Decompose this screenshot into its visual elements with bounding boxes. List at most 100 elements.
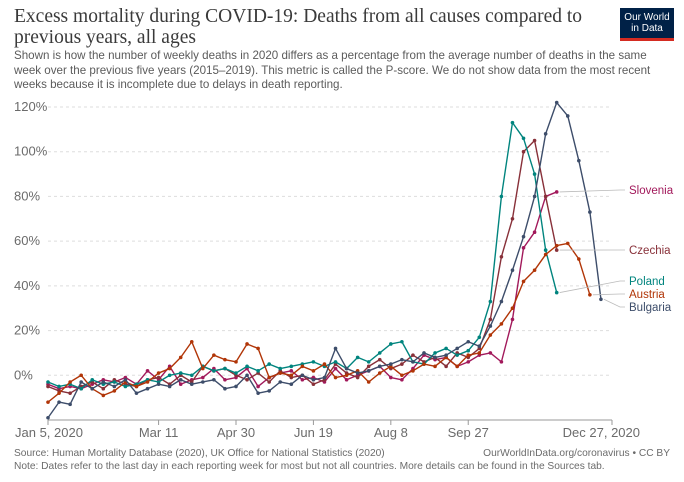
data-point-czechia [223, 366, 227, 371]
data-point-poland [389, 342, 393, 346]
data-point-poland [344, 366, 349, 371]
data-point-bulgaria [532, 194, 537, 199]
data-point-bulgaria [554, 100, 559, 105]
x-axis-ticks: Jan 5, 2020 Mar 11 Apr 30 Jun 19 Aug 8 Sep 27… [15, 419, 640, 440]
data-point-bulgaria [134, 391, 139, 395]
data-point-poland [300, 362, 305, 366]
data-point-poland [289, 364, 294, 369]
data-point-poland [245, 364, 249, 369]
data-point-czechia [444, 364, 448, 369]
data-point-slovenia [355, 373, 360, 378]
data-point-slovenia [245, 366, 249, 371]
data-point-austria [68, 380, 72, 384]
data-point-poland [278, 366, 283, 371]
data-point-poland [444, 346, 448, 351]
data-point-bulgaria [488, 324, 493, 328]
data-point-austria [300, 364, 305, 369]
data-point-slovenia [278, 371, 283, 375]
data-point-poland [212, 369, 216, 373]
data-point-poland [521, 136, 526, 141]
data-point-austria [145, 380, 150, 384]
data-point-austria [389, 364, 393, 369]
data-point-slovenia [554, 190, 559, 194]
data-point-bulgaria [90, 386, 95, 391]
data-point-slovenia [156, 377, 161, 382]
data-point-czechia [57, 389, 61, 393]
data-point-austria [543, 252, 548, 257]
legend-label-austria: Austria [629, 289, 665, 301]
data-point-poland [532, 172, 537, 176]
data-point-austria [521, 279, 526, 284]
data-point-slovenia [134, 382, 139, 387]
data-point-bulgaria [577, 158, 581, 163]
data-point-austria [554, 243, 559, 248]
data-point-poland [554, 290, 559, 295]
data-point-poland [477, 335, 482, 340]
legend-connector-poland [559, 280, 625, 293]
data-point-poland [455, 353, 459, 357]
owid-logo[interactable]: Our World in Data [620, 8, 674, 41]
data-point-bulgaria [588, 210, 592, 214]
series-line-slovenia [47, 191, 557, 390]
note-text: Note: Dates refer to the last day in eac… [14, 461, 605, 472]
data-point-bulgaria [256, 391, 260, 395]
data-point-czechia [178, 373, 183, 378]
data-point-austria [123, 380, 128, 384]
legend-label-slovenia: Slovenia [629, 185, 674, 197]
data-point-slovenia [267, 375, 271, 380]
data-point-austria [322, 362, 327, 366]
chart-subtitle: Shown is how the number of weekly deaths… [14, 49, 651, 91]
data-point-bulgaria [167, 384, 172, 389]
source-text: Source: Human Mortality Database (2020),… [14, 448, 385, 459]
data-point-poland [112, 380, 117, 384]
data-point-austria [311, 369, 316, 373]
data-point-bulgaria [466, 339, 471, 344]
data-point-austria [101, 393, 106, 398]
data-point-austria [156, 371, 161, 375]
data-point-austria [532, 268, 537, 273]
data-point-slovenia [46, 382, 50, 387]
data-point-czechia [543, 194, 548, 199]
x-tick-label: Jun 19 [294, 425, 333, 440]
data-point-bulgaria [521, 234, 526, 239]
data-point-austria [344, 373, 349, 378]
data-point-slovenia [377, 364, 382, 369]
data-point-bulgaria [46, 415, 50, 420]
data-point-czechia [245, 377, 249, 382]
data-point-austria [90, 386, 95, 391]
source-link[interactable]: OurWorldInData.org/coronavirus • CC BY [483, 448, 670, 459]
data-point-bulgaria [366, 369, 371, 373]
data-point-czechia [212, 369, 216, 373]
data-point-slovenia [433, 357, 437, 362]
data-point-slovenia [521, 246, 526, 250]
data-point-bulgaria [477, 344, 482, 349]
data-point-poland [400, 339, 404, 344]
logo-accent-bar [620, 38, 674, 41]
data-point-slovenia [223, 377, 227, 382]
data-point-slovenia [101, 377, 106, 382]
series-line-austria [47, 242, 591, 403]
data-point-slovenia [68, 384, 72, 389]
data-point-austria [201, 366, 205, 371]
data-point-poland [411, 360, 415, 364]
x-tick-label: Dec 27, 2020 [563, 425, 640, 440]
logo-line-2: in Data [631, 23, 663, 34]
data-point-austria [223, 357, 227, 362]
data-point-bulgaria [57, 400, 61, 404]
data-point-czechia [267, 380, 271, 384]
data-point-bulgaria [212, 377, 216, 382]
data-point-slovenia [311, 375, 316, 380]
data-point-austria [565, 241, 570, 246]
y-tick-label: 40% [14, 278, 40, 293]
data-point-slovenia [366, 369, 371, 373]
data-point-poland [355, 355, 360, 360]
data-point-austria [510, 306, 515, 311]
data-point-bulgaria [344, 366, 349, 371]
data-point-slovenia [455, 364, 459, 369]
data-point-bulgaria [223, 386, 227, 391]
data-point-poland [68, 382, 72, 387]
data-point-slovenia [389, 375, 393, 380]
data-point-czechia [333, 362, 338, 366]
data-point-bulgaria [377, 364, 382, 369]
data-point-bulgaria [322, 375, 327, 380]
